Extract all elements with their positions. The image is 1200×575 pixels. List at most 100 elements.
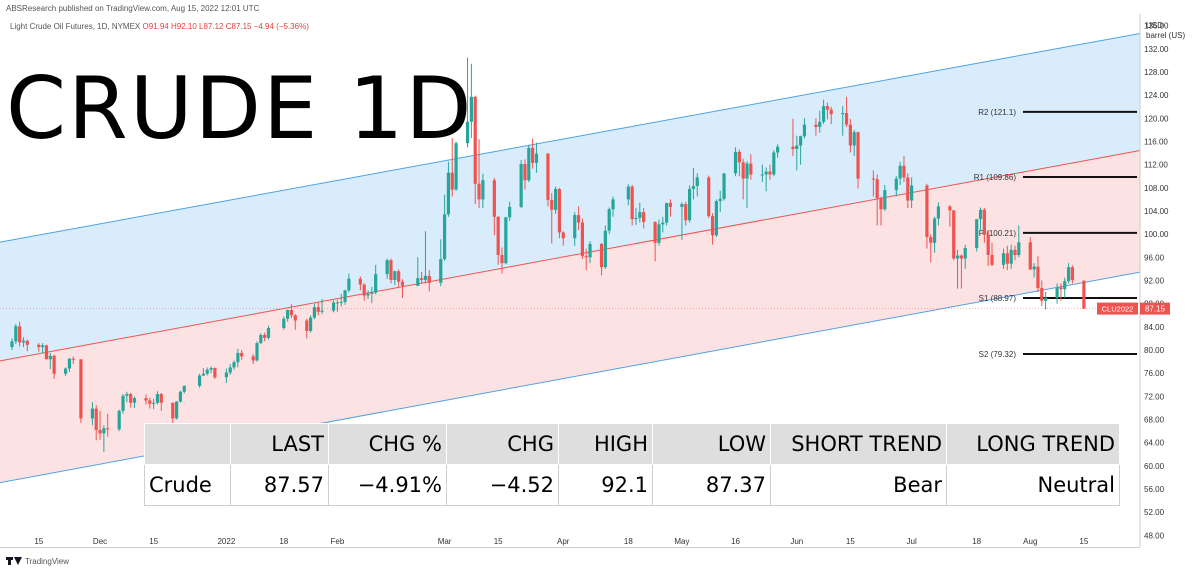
- candle-body: [611, 199, 615, 210]
- candle-body: [420, 278, 424, 280]
- candle-body: [469, 96, 473, 122]
- y-tick-label: 132.00: [1144, 45, 1169, 54]
- y-tick-label: 72.00: [1144, 392, 1165, 401]
- candle-body: [879, 198, 883, 210]
- candle-body: [638, 212, 642, 218]
- candle-body: [347, 278, 351, 291]
- candle-body: [67, 358, 72, 369]
- candle-body: [588, 244, 592, 258]
- y-tick-label: 56.00: [1144, 485, 1165, 494]
- candle-body: [129, 394, 133, 403]
- candle-body: [929, 237, 933, 243]
- candle-body: [580, 222, 584, 257]
- candle-body: [557, 188, 562, 233]
- candle-body: [251, 356, 255, 361]
- candle-body: [975, 219, 979, 249]
- stats-high: 92.1: [558, 464, 653, 506]
- candle-body: [546, 153, 550, 200]
- candle-body: [427, 275, 431, 283]
- price-tag-value-bg: [1140, 302, 1170, 315]
- candle-body: [818, 121, 822, 127]
- candle-body: [795, 145, 799, 149]
- candle-body: [423, 275, 428, 280]
- candle-body: [829, 109, 833, 115]
- candle-body: [508, 206, 512, 218]
- candle-body: [1063, 281, 1067, 290]
- candle-body: [848, 124, 852, 146]
- candle-body: [14, 326, 18, 342]
- candle-body: [293, 315, 297, 321]
- candle-body: [772, 152, 776, 175]
- y-tick-label: 48.00: [1144, 531, 1165, 540]
- y-tick-label: 116.00: [1144, 137, 1168, 146]
- candle-body: [710, 216, 715, 236]
- candle-body: [496, 216, 500, 256]
- lower-band: [0, 150, 1140, 483]
- candle-body: [871, 178, 875, 180]
- y-tick-label: 80.00: [1144, 346, 1165, 355]
- candle-body: [906, 177, 910, 201]
- y-tick-label: 96.00: [1144, 253, 1165, 262]
- candle-body: [21, 340, 26, 343]
- stats-header-low: LOW: [652, 423, 771, 465]
- x-tick-label: 15: [1079, 537, 1088, 546]
- candle-body: [718, 198, 722, 202]
- candle-body: [1017, 242, 1021, 256]
- candle-body: [1001, 253, 1006, 265]
- candle-body: [768, 171, 772, 175]
- candle-body: [465, 121, 470, 144]
- candle-body: [232, 362, 236, 368]
- candle-body: [714, 201, 718, 236]
- candle-body: [209, 367, 213, 370]
- candle-body: [799, 136, 803, 146]
- candle-body: [308, 317, 313, 331]
- candle-body: [148, 400, 152, 404]
- candle-body: [171, 402, 175, 419]
- candle-series: [10, 57, 1086, 452]
- candle-body: [665, 202, 669, 223]
- candle-body: [500, 255, 504, 264]
- y-tick-label: 124.00: [1144, 91, 1169, 100]
- x-tick-label: Dec: [93, 537, 107, 546]
- candle-body: [554, 188, 558, 210]
- candle-body: [289, 310, 294, 316]
- candle-body: [370, 292, 374, 294]
- x-tick-label: Jun: [790, 537, 803, 546]
- candle-body: [741, 162, 745, 179]
- regression-channel: [0, 32, 1141, 484]
- candle-body: [722, 173, 726, 199]
- candle-body: [473, 96, 477, 184]
- candle-body: [41, 345, 45, 348]
- y-tick-label: 60.00: [1144, 462, 1165, 471]
- stats-header-chg: CHG: [446, 423, 559, 465]
- x-tick-label: 18: [624, 537, 633, 546]
- candle-body: [389, 260, 393, 280]
- candle-body: [1005, 253, 1009, 264]
- candle-body: [844, 113, 849, 125]
- candle-body: [197, 375, 202, 386]
- candle-body: [986, 234, 990, 256]
- pivot-label: S2 (79.32): [979, 350, 1017, 359]
- candle-body: [695, 177, 699, 187]
- candle-body: [661, 222, 665, 225]
- candle-body: [98, 429, 102, 434]
- candle-body: [454, 143, 458, 190]
- candle-body: [504, 217, 508, 264]
- price-tag-symbol: CLU2022: [1102, 305, 1134, 314]
- stats-header-cell: [144, 423, 231, 465]
- candle-body: [707, 177, 711, 217]
- candle-body: [316, 307, 320, 312]
- x-tick-label: 15: [34, 537, 43, 546]
- candle-body: [1066, 267, 1071, 282]
- candle-body: [79, 359, 83, 419]
- chart-overlay-title: CRUDE 1D: [6, 59, 474, 159]
- candle-body: [955, 255, 960, 259]
- candle-body: [48, 355, 52, 360]
- candle-body: [416, 278, 420, 286]
- x-tick-label: Mar: [438, 537, 452, 546]
- candle-body: [117, 410, 121, 430]
- y-tick-label: 76.00: [1144, 369, 1165, 378]
- candle-body: [825, 106, 830, 110]
- candle-body: [963, 248, 967, 259]
